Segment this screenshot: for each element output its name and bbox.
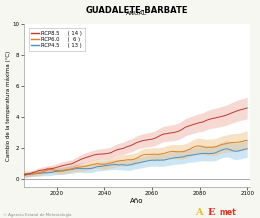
Legend: RCP8.5     ( 14 ), RCP6.0     (  6 ), RCP4.5     ( 13 ): RCP8.5 ( 14 ), RCP6.0 ( 6 ), RCP4.5 ( 13… [29,28,85,51]
Y-axis label: Cambio de la temperatura máxima (°C): Cambio de la temperatura máxima (°C) [5,50,11,160]
X-axis label: Año: Año [130,198,143,204]
Text: E: E [208,208,216,217]
Text: A: A [195,208,203,217]
Text: © Agencia Estatal de Meteorología: © Agencia Estatal de Meteorología [3,213,71,217]
Text: ANUAL: ANUAL [126,11,147,16]
Title: GUADALETE-BARBATE: GUADALETE-BARBATE [85,5,188,15]
Text: met: met [220,208,236,217]
